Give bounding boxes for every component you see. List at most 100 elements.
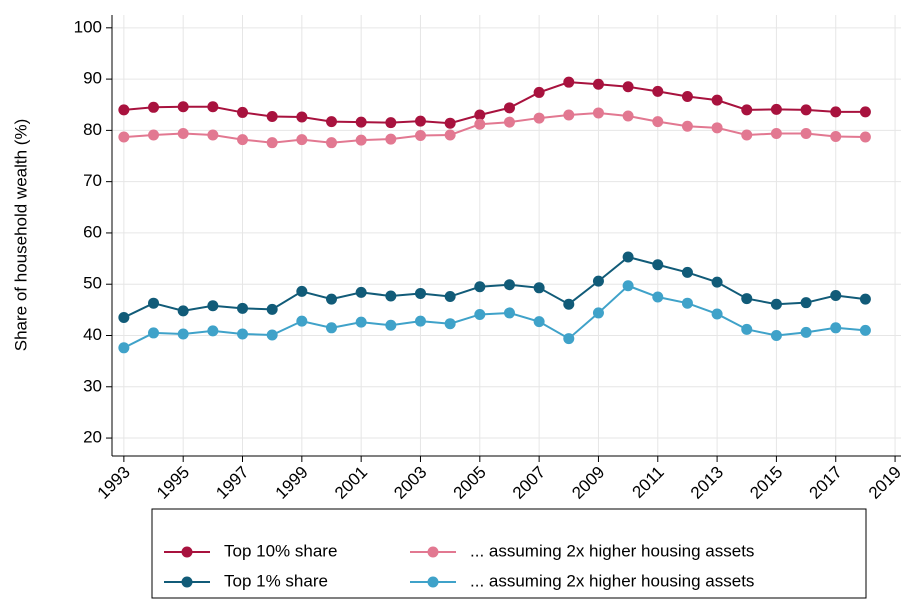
data-point — [355, 134, 367, 146]
data-point — [681, 91, 693, 103]
data-point — [711, 94, 723, 106]
x-tick-label: 2015 — [746, 463, 786, 503]
data-point — [414, 315, 426, 327]
data-point — [148, 101, 160, 113]
data-point — [533, 112, 545, 124]
data-point — [474, 118, 486, 130]
data-point — [296, 315, 308, 327]
data-point — [681, 266, 693, 278]
y-tick-label: 30 — [83, 376, 102, 395]
data-point — [503, 116, 515, 128]
data-point — [207, 300, 219, 312]
data-point — [237, 328, 249, 340]
legend-label: Top 1% share — [224, 571, 328, 590]
data-point — [592, 307, 604, 319]
data-point — [533, 316, 545, 328]
data-point — [770, 329, 782, 341]
data-point — [118, 342, 130, 354]
data-point — [385, 290, 397, 302]
x-tick-label: 2017 — [806, 463, 846, 503]
data-point — [592, 107, 604, 119]
data-point — [741, 293, 753, 305]
legend-marker — [427, 546, 439, 558]
data-point — [414, 115, 426, 127]
data-point — [207, 129, 219, 141]
data-point — [770, 127, 782, 139]
x-tick-label: 2011 — [628, 463, 667, 502]
data-point — [830, 289, 842, 301]
data-point — [474, 109, 486, 121]
x-tick-label: 2001 — [331, 463, 371, 503]
y-tick-label: 40 — [83, 325, 102, 344]
data-point — [355, 316, 367, 328]
y-tick-label: 70 — [83, 171, 102, 190]
series-line — [123, 284, 866, 349]
data-point — [741, 323, 753, 335]
data-point — [859, 293, 871, 305]
y-tick-label: 60 — [83, 222, 102, 241]
x-tick-label: 2013 — [687, 463, 727, 503]
y-tick-label: 20 — [83, 428, 102, 447]
data-point — [385, 133, 397, 145]
data-point — [592, 78, 604, 90]
data-point — [444, 129, 456, 141]
data-point — [652, 291, 664, 303]
series-line — [123, 81, 866, 125]
data-point — [503, 102, 515, 114]
data-point — [325, 137, 337, 149]
data-point — [237, 302, 249, 314]
data-point — [355, 116, 367, 128]
legend-box — [151, 508, 867, 599]
data-point — [385, 117, 397, 129]
data-point — [800, 127, 812, 139]
data-point — [177, 127, 189, 139]
data-point — [296, 285, 308, 297]
data-point — [444, 291, 456, 303]
data-point — [563, 109, 575, 121]
data-point — [355, 286, 367, 298]
data-point — [711, 276, 723, 288]
data-point — [741, 129, 753, 141]
data-point — [207, 325, 219, 337]
y-tick-label: 90 — [83, 69, 102, 88]
data-point — [563, 298, 575, 310]
data-point — [563, 76, 575, 88]
x-tick-label: 2009 — [568, 463, 608, 503]
y-tick-label: 50 — [83, 274, 102, 293]
data-point — [770, 103, 782, 115]
data-point — [859, 324, 871, 336]
data-point — [770, 298, 782, 310]
data-point — [148, 129, 160, 141]
data-point — [444, 318, 456, 330]
y-tick-label: 80 — [83, 120, 102, 139]
legend-marker — [427, 576, 439, 588]
data-point — [118, 312, 130, 324]
data-point — [296, 134, 308, 146]
data-point — [177, 305, 189, 317]
data-point — [622, 280, 634, 292]
x-tick-label: 1999 — [272, 463, 312, 503]
data-point — [325, 116, 337, 128]
x-tick-label: 2007 — [509, 463, 549, 503]
x-tick-label: 1997 — [212, 463, 252, 503]
data-point — [830, 131, 842, 143]
data-point — [711, 122, 723, 134]
data-point — [414, 287, 426, 299]
data-point — [622, 81, 634, 93]
data-point — [800, 297, 812, 309]
data-point — [652, 85, 664, 97]
data-point — [266, 111, 278, 123]
data-point — [385, 319, 397, 331]
data-point — [652, 116, 664, 128]
data-point — [177, 101, 189, 113]
data-point — [207, 101, 219, 113]
data-point — [563, 333, 575, 345]
data-point — [237, 134, 249, 146]
legend-label: Top 10% share — [224, 541, 337, 560]
legend-label: ... assuming 2x higher housing assets — [470, 541, 754, 560]
data-point — [592, 275, 604, 287]
data-point — [800, 104, 812, 116]
data-point — [830, 106, 842, 118]
data-point — [800, 326, 812, 338]
